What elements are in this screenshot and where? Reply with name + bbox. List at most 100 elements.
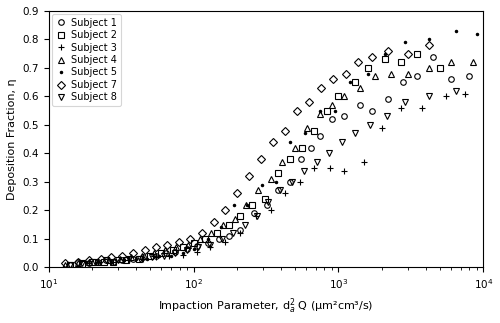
Subject 4 <box>62 263 68 266</box>
Subject 7 <box>404 52 410 56</box>
Subject 7 <box>356 60 362 64</box>
Subject 2 <box>147 254 153 258</box>
Subject 7 <box>211 220 217 224</box>
Subject 1 <box>264 203 270 207</box>
Subject 8 <box>254 214 260 218</box>
Subject 3 <box>379 126 385 130</box>
Subject 7 <box>86 258 92 262</box>
Subject 4 <box>208 231 214 235</box>
Subject 5 <box>204 237 210 241</box>
Subject 1 <box>194 244 200 248</box>
Subject 2 <box>286 157 292 161</box>
Subject 2 <box>226 223 232 226</box>
Subject 1 <box>369 109 375 113</box>
Subject 8 <box>115 258 121 262</box>
Subject 7 <box>246 174 252 178</box>
Subject 2 <box>110 260 116 264</box>
Subject 8 <box>290 180 296 184</box>
Subject 1 <box>448 78 454 81</box>
Subject 4 <box>139 254 145 258</box>
Subject 4 <box>280 160 285 164</box>
Subject 5 <box>258 183 264 187</box>
Subject 2 <box>158 251 164 255</box>
Subject 3 <box>110 260 116 264</box>
Subject 3 <box>462 92 468 96</box>
Subject 7 <box>222 208 228 212</box>
Subject 4 <box>388 72 394 76</box>
Subject 3 <box>238 231 244 235</box>
Subject 8 <box>352 131 358 135</box>
Subject 7 <box>369 55 375 58</box>
Subject 1 <box>140 255 146 259</box>
Subject 7 <box>234 191 240 195</box>
Subject 5 <box>382 52 388 56</box>
Subject 5 <box>474 32 480 36</box>
Subject 3 <box>342 169 347 172</box>
Line: Subject 8: Subject 8 <box>67 88 459 267</box>
Subject 4 <box>329 103 335 107</box>
Subject 5 <box>180 251 186 255</box>
Subject 1 <box>204 241 210 245</box>
Subject 5 <box>288 140 294 144</box>
Subject 4 <box>470 60 476 64</box>
Subject 1 <box>164 251 170 255</box>
Subject 4 <box>117 257 123 261</box>
Subject 7 <box>130 251 136 255</box>
Subject 5 <box>426 37 432 41</box>
Subject 2 <box>136 257 142 261</box>
Subject 8 <box>67 263 73 266</box>
Subject 2 <box>414 52 420 56</box>
Line: Subject 3: Subject 3 <box>95 90 469 265</box>
Subject 8 <box>384 114 390 118</box>
Subject 2 <box>238 214 244 218</box>
Subject 5 <box>231 203 237 207</box>
Subject 1 <box>286 180 292 184</box>
Subject 4 <box>150 251 156 255</box>
Subject 7 <box>153 245 159 249</box>
Subject 5 <box>218 225 224 229</box>
Line: Subject 2: Subject 2 <box>67 51 442 267</box>
Subject 3 <box>166 254 172 258</box>
Subject 1 <box>430 55 436 58</box>
Subject 2 <box>90 260 96 264</box>
Subject 2 <box>336 95 342 99</box>
Subject 5 <box>168 254 174 258</box>
Subject 4 <box>292 146 298 150</box>
Subject 4 <box>106 258 112 262</box>
Subject 2 <box>180 245 186 249</box>
Subject 7 <box>270 140 276 144</box>
Subject 5 <box>453 29 459 33</box>
Subject 2 <box>101 260 107 264</box>
Subject 4 <box>356 86 362 90</box>
Subject 5 <box>273 180 279 184</box>
Subject 2 <box>79 262 85 266</box>
Subject 8 <box>302 169 308 172</box>
Subject 4 <box>316 111 322 115</box>
Subject 1 <box>216 237 222 241</box>
Subject 5 <box>332 109 338 113</box>
Subject 3 <box>420 106 426 110</box>
Subject 2 <box>262 197 268 201</box>
Subject 8 <box>402 100 408 104</box>
Subject 7 <box>342 72 348 76</box>
Subject 7 <box>98 257 104 261</box>
Y-axis label: Deposition Fraction, η: Deposition Fraction, η <box>7 78 17 200</box>
Subject 3 <box>268 208 274 212</box>
Subject 7 <box>282 129 288 132</box>
Subject 1 <box>414 75 420 78</box>
Subject 4 <box>162 248 168 252</box>
Subject 5 <box>156 254 162 258</box>
Subject 2 <box>352 80 358 84</box>
Subject 1 <box>466 75 472 78</box>
Subject 1 <box>104 258 110 262</box>
Subject 1 <box>250 211 256 215</box>
Subject 3 <box>282 191 288 195</box>
Subject 2 <box>274 172 280 175</box>
Subject 1 <box>329 117 335 121</box>
Subject 8 <box>79 261 85 265</box>
Subject 3 <box>361 160 367 164</box>
Subject 2 <box>436 66 442 70</box>
Line: Subject 5: Subject 5 <box>84 29 479 264</box>
Subject 7 <box>119 254 125 258</box>
Subject 3 <box>328 166 334 170</box>
